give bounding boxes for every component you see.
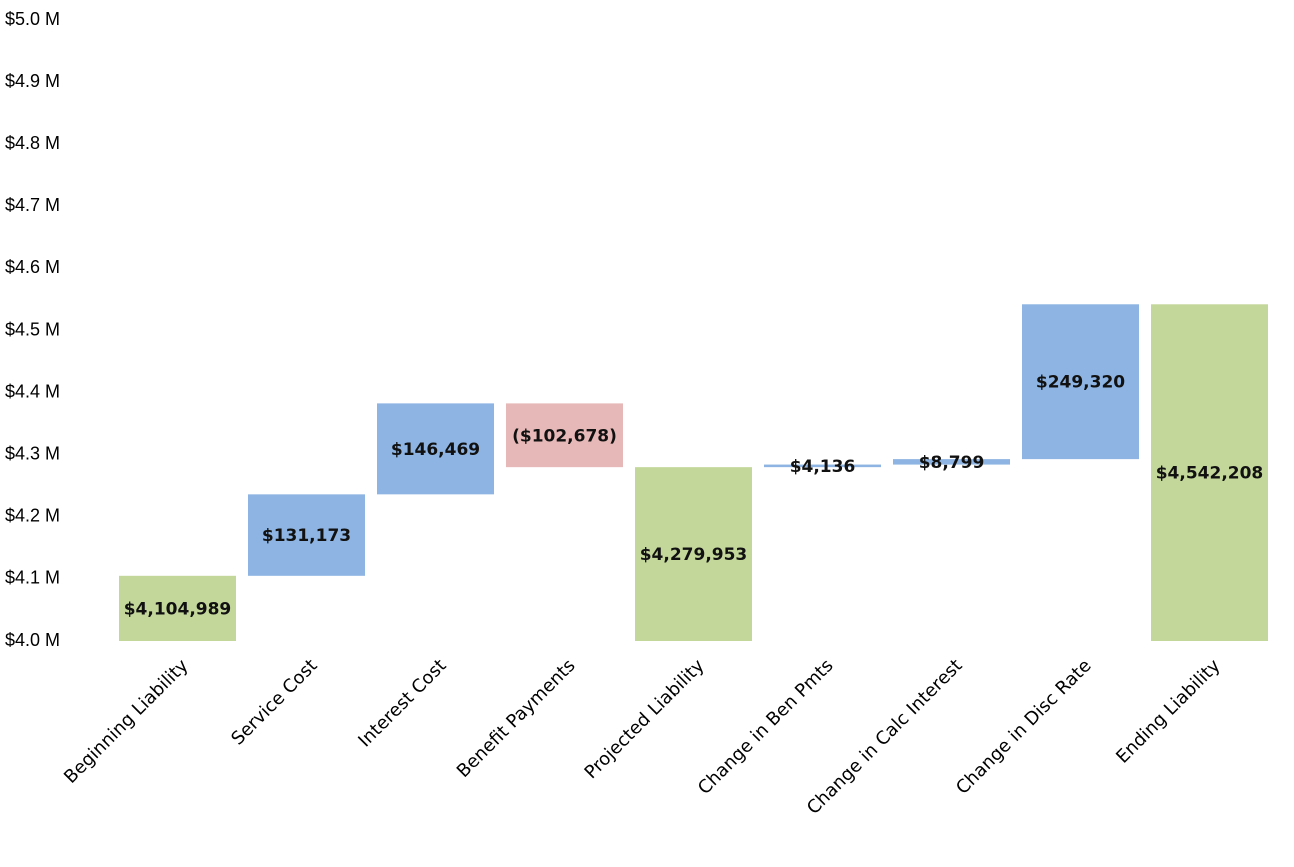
bar: [1151, 304, 1268, 641]
y-tick-label: $5.0 M: [5, 9, 60, 29]
y-tick-label: $4.0 M: [5, 630, 60, 650]
x-tick-label: Change in Disc Rate: [952, 655, 1095, 798]
y-tick-label: $4.5 M: [5, 319, 60, 339]
value-label: $4,279,953: [640, 545, 748, 565]
x-tick-label: Beginning Liability: [60, 655, 193, 788]
x-tick-label: Service Cost: [227, 655, 321, 749]
value-label: $146,469: [391, 440, 480, 460]
y-tick-label: $4.4 M: [5, 381, 60, 401]
bar: [635, 467, 752, 641]
y-tick-label: $4.1 M: [5, 568, 60, 588]
y-tick-label: $4.8 M: [5, 133, 60, 153]
bar: [1022, 304, 1139, 460]
x-tick-label: Interest Cost: [354, 655, 450, 751]
value-label: $4,136: [790, 457, 856, 477]
value-label: $131,173: [262, 526, 351, 546]
x-tick-label: Projected Liability: [581, 655, 709, 783]
bar: [377, 403, 494, 495]
bar: [764, 464, 881, 468]
x-tick-label: Ending Liability: [1112, 655, 1225, 768]
bar: [248, 494, 365, 576]
bar: [893, 459, 1010, 465]
y-tick-label: $4.3 M: [5, 443, 60, 463]
y-tick-label: $4.2 M: [5, 506, 60, 526]
bar: [119, 575, 236, 641]
bar: [506, 403, 623, 468]
value-label: $8,799: [919, 453, 985, 473]
y-tick-label: $4.9 M: [5, 71, 60, 91]
y-tick-label: $4.6 M: [5, 257, 60, 277]
x-tick-label: Change in Ben Pmts: [694, 655, 838, 799]
x-tick-label: Benefit Payments: [453, 655, 580, 782]
value-label: $249,320: [1036, 373, 1125, 393]
value-label: $4,104,989: [124, 599, 232, 619]
value-label: ($102,678): [512, 426, 617, 446]
value-label: $4,542,208: [1156, 464, 1264, 484]
y-tick-label: $4.7 M: [5, 195, 60, 215]
